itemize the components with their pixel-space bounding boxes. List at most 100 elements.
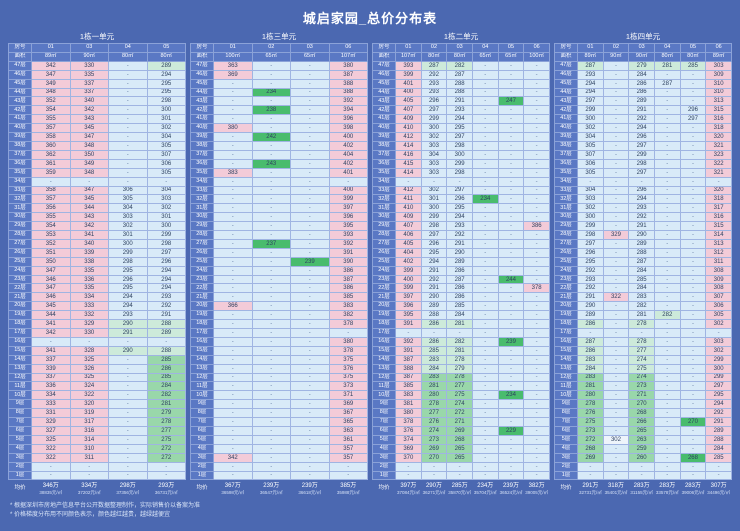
price-cell: - xyxy=(213,114,253,125)
floor-label: 31层 xyxy=(8,203,32,214)
price-cell: - xyxy=(653,345,681,356)
price-cell: 363 xyxy=(328,425,368,436)
average-cell: 290万 36271元/㎡ xyxy=(422,482,446,495)
price-cell: 387 xyxy=(395,354,422,365)
area-header: 89㎡ xyxy=(577,51,604,62)
price-cell: 395 xyxy=(395,310,422,321)
area-header: 90㎡ xyxy=(602,51,630,62)
floor-label: 16层 xyxy=(554,336,578,347)
price-cell: 393 xyxy=(395,60,422,71)
price-cell: 291 xyxy=(446,238,473,249)
price-cell: 301 xyxy=(108,230,148,240)
price-cell: - xyxy=(497,328,525,338)
floor-label: 15层 xyxy=(190,345,214,356)
price-cell: - xyxy=(679,372,707,383)
price-cell: 317 xyxy=(705,203,732,214)
price-cell: - xyxy=(602,408,630,419)
floor-label: 47层 xyxy=(372,60,396,71)
average-cell: 318万 35401元/㎡ xyxy=(604,482,628,495)
price-cell: 268 xyxy=(628,408,655,419)
price-cell: 269 xyxy=(577,452,604,463)
price-cell: - xyxy=(497,203,525,214)
floor-label: 17层 xyxy=(8,328,32,338)
average-cell: 346万 38835元/㎡ xyxy=(39,482,63,495)
price-cell: 342 xyxy=(69,105,109,116)
price-cell: 281 xyxy=(577,381,604,392)
floor-label: 39层 xyxy=(8,132,32,142)
price-cell: - xyxy=(251,319,291,329)
price-cell: 284 xyxy=(705,443,732,454)
price-cell: - xyxy=(251,221,291,232)
price-cell: - xyxy=(290,132,330,142)
price-cell: - xyxy=(31,470,71,481)
floor-label: 33层 xyxy=(8,185,32,196)
price-cell: 281 xyxy=(446,319,473,329)
price-cell: 276 xyxy=(577,408,604,419)
price-cell: - xyxy=(146,176,186,187)
floor-label: 38层 xyxy=(190,140,214,151)
price-cell: - xyxy=(290,87,330,98)
price-cell: - xyxy=(251,194,291,205)
price-cell: - xyxy=(446,328,473,338)
floor-label: 4层 xyxy=(8,443,32,454)
price-cell: - xyxy=(602,301,630,312)
price-cell: 303 xyxy=(420,158,448,169)
price-cell: 268 xyxy=(446,434,473,445)
price-cell: 293 xyxy=(577,274,604,285)
price-cell: 281 xyxy=(446,345,473,356)
price-cell: - xyxy=(523,319,550,329)
floor-label: 22层 xyxy=(372,283,396,294)
price-cell: 316 xyxy=(705,114,732,125)
price-cell: 347 xyxy=(69,185,109,196)
price-cell: - xyxy=(290,230,330,240)
floor-label: 9层 xyxy=(190,399,214,410)
price-cell: - xyxy=(653,256,681,267)
price-cell: 300 xyxy=(577,114,604,125)
price-cell: 317 xyxy=(69,417,109,427)
price-cell: - xyxy=(251,274,291,285)
price-cell: 295 xyxy=(705,390,732,401)
price-cell: 247 xyxy=(497,96,525,107)
price-cell: - xyxy=(213,265,253,276)
price-cell: 407 xyxy=(395,221,422,232)
price-cell: 285 xyxy=(146,372,186,383)
price-cell: 307 xyxy=(705,292,732,303)
floor-label: 26层 xyxy=(372,247,396,258)
price-cell: 263 xyxy=(628,434,655,445)
price-cell: 272 xyxy=(577,434,604,445)
price-cell: 281 xyxy=(628,310,655,321)
price-cell: - xyxy=(213,221,253,232)
price-cell: - xyxy=(602,96,630,107)
price-cell: 283 xyxy=(420,354,448,365)
unit-number-header: 06 xyxy=(328,43,368,53)
price-cell: - xyxy=(497,230,525,240)
price-cell: - xyxy=(523,301,550,312)
price-cell: - xyxy=(213,132,253,142)
price-cell: - xyxy=(213,425,253,436)
price-cell: 357 xyxy=(31,123,71,134)
price-cell: 276 xyxy=(420,417,448,427)
price-cell: 345 xyxy=(69,194,109,205)
price-cell: 277 xyxy=(446,381,473,392)
price-cell: 397 xyxy=(395,292,422,303)
area-header: 80㎡ xyxy=(446,51,473,62)
floor-label: 1层 xyxy=(372,470,396,481)
price-cell: - xyxy=(251,425,291,436)
price-cell: 378 xyxy=(395,417,422,427)
price-cell: 318 xyxy=(705,123,732,134)
area-header: 80㎡ xyxy=(108,51,148,62)
price-cell: 369 xyxy=(213,69,253,80)
price-cell: 303 xyxy=(577,194,604,205)
price-cell: - xyxy=(679,443,707,454)
price-cell: - xyxy=(679,185,707,196)
price-cell: 294 xyxy=(146,265,186,276)
floor-label: 1层 xyxy=(190,470,214,481)
price-cell: 348 xyxy=(69,140,109,151)
floor-label: 10层 xyxy=(190,390,214,401)
average-cell: 239万 36524元/㎡ xyxy=(499,482,523,495)
price-cell: 376 xyxy=(395,425,422,436)
floor-label: 5层 xyxy=(8,434,32,445)
price-cell: 278 xyxy=(446,354,473,365)
price-cell: 347 xyxy=(31,69,71,80)
floor-label: 36层 xyxy=(372,158,396,169)
